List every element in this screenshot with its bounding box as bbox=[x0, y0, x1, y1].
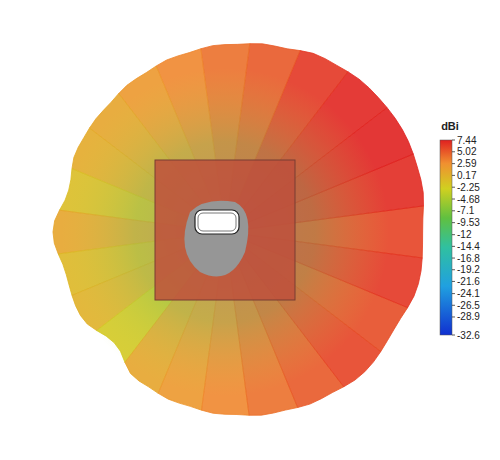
colorbar-tick bbox=[452, 175, 455, 176]
colorbar-tick-label: -2.25 bbox=[457, 182, 480, 193]
ground-plane bbox=[155, 160, 295, 300]
colorbar-tick bbox=[452, 258, 455, 259]
chart-root: dBi7.445.022.590.17-2.25-4.68-7.1-9.53-1… bbox=[0, 0, 500, 460]
colorbar-tick bbox=[452, 199, 455, 200]
colorbar-tick bbox=[452, 281, 455, 282]
colorbar-tick bbox=[452, 163, 455, 164]
colorbar-tick-label: -12 bbox=[457, 229, 472, 240]
colorbar-tick bbox=[452, 269, 455, 270]
colorbar-tick-label: 0.17 bbox=[457, 170, 477, 181]
colorbar-tick-label: -21.6 bbox=[457, 276, 480, 287]
colorbar-tick bbox=[452, 335, 455, 336]
colorbar-tick-label: 7.44 bbox=[457, 135, 477, 146]
colorbar-tick-label: -14.4 bbox=[457, 241, 480, 252]
colorbar-tick bbox=[452, 151, 455, 152]
colorbar-tick bbox=[452, 316, 455, 317]
colorbar-tick-label: -7.1 bbox=[457, 205, 475, 216]
colorbar-tick-label: 2.59 bbox=[457, 158, 477, 169]
colorbar bbox=[440, 140, 452, 335]
colorbar-tick bbox=[452, 187, 455, 188]
substrate bbox=[184, 201, 248, 277]
colorbar-title: dBi bbox=[441, 120, 459, 132]
patch bbox=[195, 210, 239, 234]
colorbar-tick bbox=[452, 234, 455, 235]
colorbar-tick-label: -26.5 bbox=[457, 300, 480, 311]
colorbar-tick bbox=[452, 222, 455, 223]
colorbar-tick bbox=[452, 210, 455, 211]
pattern bbox=[53, 44, 424, 416]
colorbar-tick-label: 5.02 bbox=[457, 146, 477, 157]
colorbar-tick-label: -19.2 bbox=[457, 264, 480, 275]
colorbar-tick bbox=[452, 293, 455, 294]
colorbar-tick-label: -28.9 bbox=[457, 311, 480, 322]
colorbar-tick-label: -9.53 bbox=[457, 217, 480, 228]
colorbar-tick-label: -16.8 bbox=[457, 253, 480, 264]
colorbar-tick bbox=[452, 140, 455, 141]
colorbar-tick bbox=[452, 305, 455, 306]
colorbar-tick-label: -32.6 bbox=[457, 330, 480, 341]
colorbar-tick bbox=[452, 246, 455, 247]
inner-shading bbox=[61, 68, 389, 396]
colorbar-tick-label: -24.1 bbox=[457, 288, 480, 299]
patch-edge bbox=[198, 213, 236, 231]
colorbar-tick-label: -4.68 bbox=[457, 194, 480, 205]
